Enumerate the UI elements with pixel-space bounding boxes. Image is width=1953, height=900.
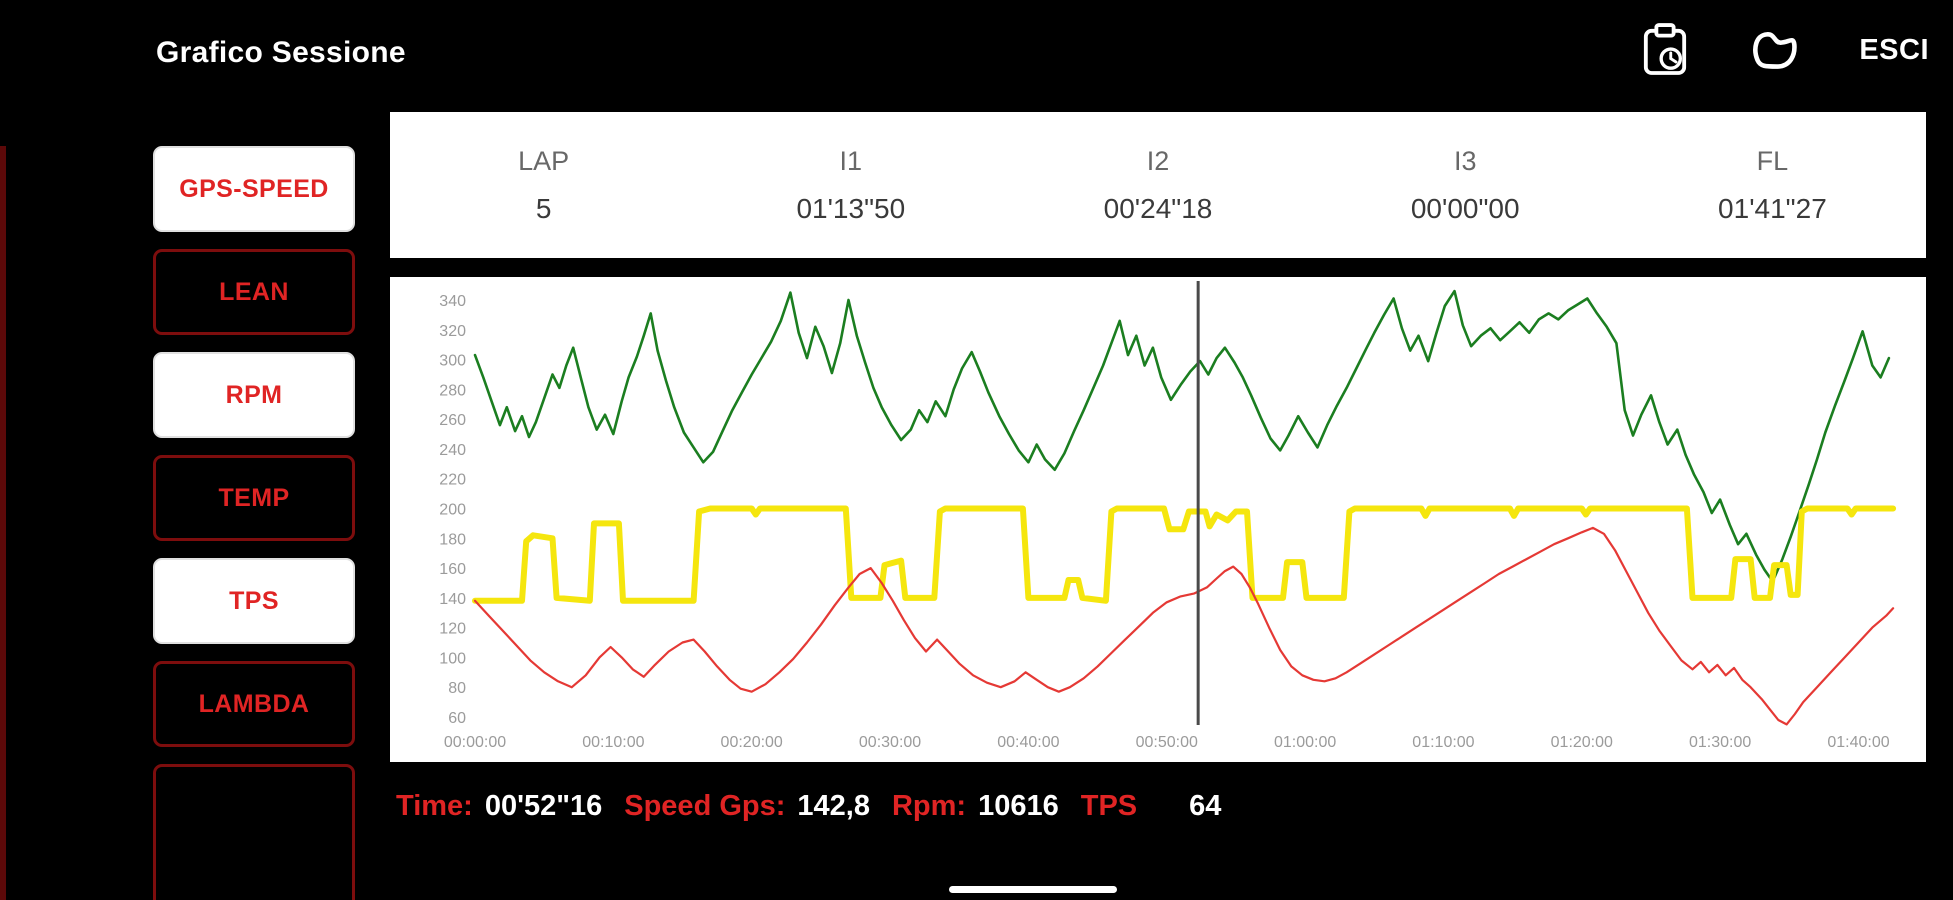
telemetry-chart[interactable]: 340 320 300 280 260 240 220 200 180 160 140 120 100 8… [390,277,1926,762]
svg-text:00:30:00: 00:30:00 [859,734,921,751]
speed-label: Speed Gps: [624,790,786,822]
track-icon [1753,32,1798,69]
channel-sidebar: GPS-SPEED LEAN RPM TEMP TPS LAMBDA [153,146,355,900]
lap-col-i2: I2 00'24"18 [1004,112,1311,258]
top-bar: Grafico Sessione ESCI [0,0,1953,108]
svg-text:00:00:00: 00:00:00 [444,734,506,751]
svg-text:01:00:00: 01:00:00 [1274,734,1336,751]
lap-value: 00'24"18 [1103,192,1213,224]
lap-value: 00'00"00 [1410,192,1520,224]
tps-value: 64 [1189,790,1222,822]
sidebar-item-tps[interactable]: TPS [153,558,355,644]
lap-col-lap: LAP 5 [390,112,697,258]
cursor-readout: Time: 00'52"16 Speed Gps: 142,8 Rpm: 106… [390,790,1926,823]
sidebar-item-partial[interactable] [153,764,355,900]
svg-text:80: 80 [448,680,466,697]
svg-text:01:30:00: 01:30:00 [1689,734,1751,751]
time-value: 00'52"16 [484,790,603,822]
svg-text:100: 100 [439,650,466,667]
header-actions: ESCI [1639,22,1929,78]
svg-text:120: 120 [439,621,466,638]
main-content: LAP 5 I1 01'13"50 I2 00'24"18 I3 00'00"0… [390,112,1926,823]
svg-text:180: 180 [439,531,466,548]
svg-text:260: 260 [439,412,466,429]
svg-text:240: 240 [439,442,466,459]
exit-button[interactable]: ESCI [1859,33,1929,66]
svg-text:01:10:00: 01:10:00 [1412,734,1474,751]
clipboard-clock-icon [1644,23,1687,75]
lap-value: 5 [535,192,552,224]
svg-text:00:20:00: 00:20:00 [721,734,783,751]
svg-text:280: 280 [439,382,466,399]
page-title: Grafico Sessione [156,36,406,69]
svg-text:01:20:00: 01:20:00 [1551,734,1613,751]
lap-value: 01'13"50 [796,192,906,224]
svg-text:320: 320 [439,323,466,340]
svg-text:00:40:00: 00:40:00 [997,734,1059,751]
lap-header: FL [1756,145,1789,176]
lap-col-fl: FL 01'41"27 [1619,112,1926,258]
svg-text:60: 60 [448,710,466,727]
lap-header: I1 [839,145,863,176]
speed-value: 142,8 [797,790,870,822]
lap-header: LAP [518,145,570,176]
svg-text:300: 300 [439,353,466,370]
lap-col-i1: I1 01'13"50 [697,112,1004,258]
tps-label: TPS [1080,790,1138,822]
svg-text:01:40:00: 01:40:00 [1827,734,1889,751]
svg-text:200: 200 [439,502,466,519]
sidebar-item-temp[interactable]: TEMP [153,455,355,541]
sidebar-item-lambda[interactable]: LAMBDA [153,661,355,747]
svg-text:00:50:00: 00:50:00 [1136,734,1198,751]
left-edge-strip [0,146,6,900]
lap-header: I3 [1453,145,1477,176]
rpm-value: 10616 [978,790,1059,822]
svg-text:140: 140 [439,591,466,608]
lap-col-i3: I3 00'00"00 [1312,112,1619,258]
sidebar-item-rpm[interactable]: RPM [153,352,355,438]
lap-header: I2 [1146,145,1170,176]
sidebar-item-gps-speed[interactable]: GPS-SPEED [153,146,355,232]
lap-value: 01'41"27 [1718,192,1827,224]
lap-summary-table: LAP 5 I1 01'13"50 I2 00'24"18 I3 00'00"0… [390,112,1926,258]
time-label: Time: [396,790,473,822]
session-chart-panel: 340 320 300 280 260 240 220 200 180 160 140 120 100 8… [390,277,1926,762]
session-report-button[interactable] [1639,22,1691,78]
track-map-button[interactable] [1749,22,1801,78]
rpm-label: Rpm: [891,790,967,822]
svg-text:160: 160 [439,561,466,578]
svg-text:340: 340 [439,293,466,310]
gesture-bar[interactable] [949,886,1117,893]
svg-text:00:10:00: 00:10:00 [582,734,644,751]
svg-text:220: 220 [439,472,466,489]
sidebar-item-lean[interactable]: LEAN [153,249,355,335]
